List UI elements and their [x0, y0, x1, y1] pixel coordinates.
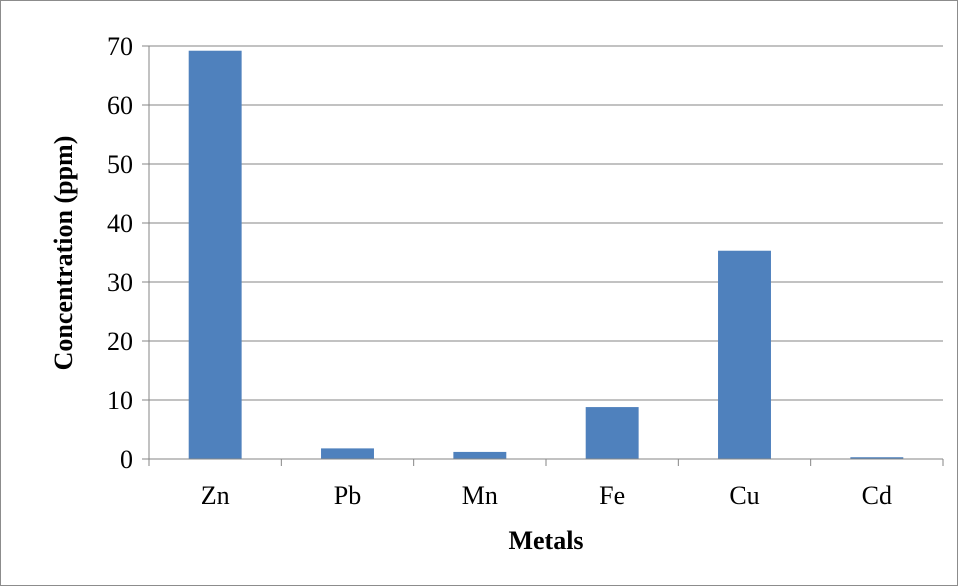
bar-cd: [850, 457, 904, 459]
gridlines: [149, 45, 943, 401]
y-tick-label: 0: [120, 445, 133, 474]
x-axis-title: Metals: [508, 526, 583, 555]
x-tick-label: Cu: [729, 481, 759, 510]
bar-zn: [188, 50, 242, 459]
y-tick-label: 70: [107, 32, 133, 61]
y-tick-label: 50: [107, 150, 133, 179]
x-tick-labels: Zn Pb Mn Fe Cu Cd: [201, 481, 892, 510]
bar-cu: [718, 250, 771, 459]
y-tick-label: 10: [107, 386, 133, 415]
x-tick-label: Pb: [334, 481, 361, 510]
bars: [188, 50, 904, 459]
bar-pb: [321, 448, 374, 459]
y-tick-label: 40: [107, 209, 133, 238]
y-tick-label: 30: [107, 268, 133, 297]
y-tick-labels: 0 10 20 30 40 50 60 70: [107, 32, 133, 474]
x-tick-label: Fe: [599, 481, 625, 510]
x-tick-label: Zn: [201, 481, 230, 510]
y-tick-label: 60: [107, 91, 133, 120]
x-tick-label: Cd: [862, 481, 892, 510]
bar-mn: [453, 451, 507, 459]
y-axis-title: Concentration (ppm): [49, 136, 78, 371]
bar-fe: [585, 407, 639, 459]
axes: [142, 45, 944, 466]
y-tick-label: 20: [107, 327, 133, 356]
x-tick-label: Mn: [462, 481, 498, 510]
